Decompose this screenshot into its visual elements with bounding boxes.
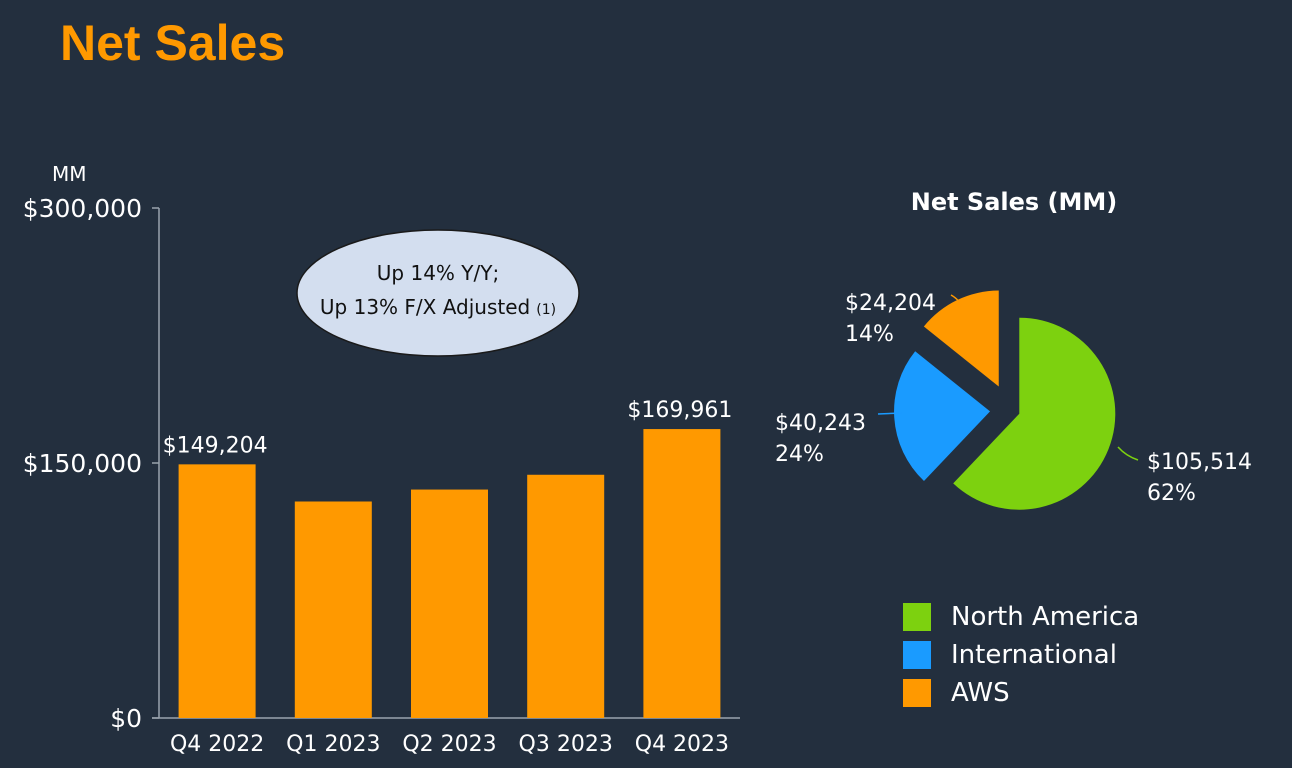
pie-labels: $105,514 62% $40,243 24% $24,204 14%	[775, 291, 1252, 506]
pie	[894, 290, 1116, 510]
pie-leader-line	[1117, 446, 1139, 461]
legend-label-international: International	[951, 640, 1117, 670]
bar	[294, 501, 372, 718]
y-tick-label: $150,000	[23, 449, 142, 478]
bar	[643, 429, 721, 718]
legend-swatch-aws	[903, 679, 931, 707]
x-tick-label: Q2 2023	[402, 732, 496, 757]
pie-title: Net Sales (MM)	[911, 188, 1118, 216]
pie-percent-label: 14%	[845, 322, 894, 347]
bars: $149,204 $169,961	[163, 398, 732, 718]
pie-value-label: $40,243	[775, 411, 866, 436]
annotation-footnote: (1)	[536, 302, 556, 318]
annotation-line1: Up 14% Y/Y;	[377, 261, 499, 285]
x-tick-labels: Q4 2022 Q1 2023 Q2 2023 Q3 2023 Q4 2023	[170, 732, 729, 757]
annotation-line2-text: Up 13% F/X Adjusted	[320, 295, 530, 319]
legend-swatch-north-america	[903, 603, 931, 631]
growth-annotation: Up 14% Y/Y; Up 13% F/X Adjusted (1)	[296, 229, 580, 357]
pie-value-label: $105,514	[1147, 450, 1252, 475]
legend-swatch-international	[903, 641, 931, 669]
pie-legend: North America International AWS	[903, 598, 1139, 712]
x-tick-label: Q4 2023	[635, 732, 729, 757]
bar-data-label: $169,961	[627, 398, 732, 423]
legend-label-north-america: North America	[951, 602, 1140, 632]
x-tick-label: Q3 2023	[519, 732, 613, 757]
bar	[178, 464, 256, 718]
pie-percent-label: 24%	[775, 442, 824, 467]
pie-percent-label: 62%	[1147, 481, 1196, 506]
x-tick-label: Q1 2023	[286, 732, 380, 757]
legend-item-international: International	[903, 636, 1139, 674]
bar	[527, 474, 605, 718]
annotation-line2: Up 13% F/X Adjusted (1)	[320, 295, 556, 319]
legend-label-aws: AWS	[951, 678, 1010, 708]
y-axis-unit-label: MM	[52, 162, 87, 186]
pie-slice	[894, 351, 991, 482]
pie-leader-line	[950, 294, 963, 309]
page-title: Net Sales	[60, 15, 286, 71]
pie-value-label: $24,204	[845, 291, 936, 316]
y-tick-label: $300,000	[23, 194, 142, 223]
x-tick-label: Q4 2022	[170, 732, 264, 757]
pie-slice	[923, 290, 999, 387]
annotation-ellipse	[296, 229, 580, 357]
y-ticks: $0 $150,000 $300,000	[23, 194, 159, 733]
legend-item-north-america: North America	[903, 598, 1139, 636]
bar-data-label: $149,204	[163, 433, 268, 458]
legend-item-aws: AWS	[903, 674, 1139, 712]
y-tick-label: $0	[110, 704, 142, 733]
bar	[411, 489, 488, 718]
pie-leader-line	[877, 412, 903, 415]
pie-slice	[953, 317, 1116, 510]
